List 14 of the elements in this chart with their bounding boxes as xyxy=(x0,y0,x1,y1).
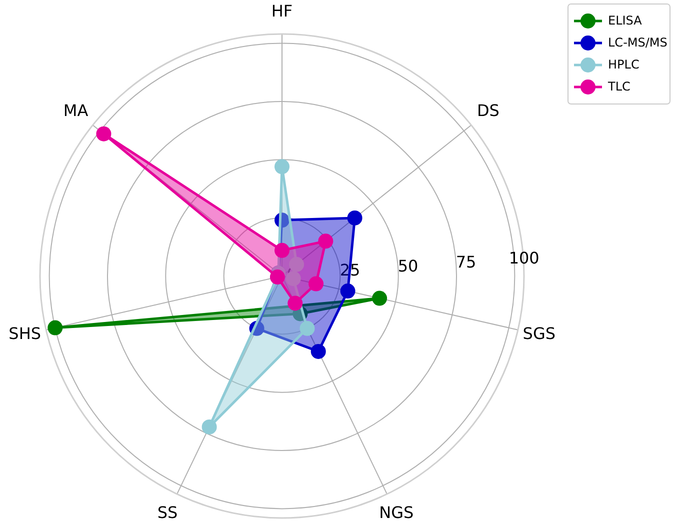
spoke-label: MA xyxy=(63,100,88,120)
spoke-label: SS xyxy=(157,503,178,521)
spoke-label: SHS xyxy=(8,324,42,344)
y-tick-label: 75 xyxy=(456,252,476,272)
spoke-label: HF xyxy=(271,2,293,21)
legend-label: ELISA xyxy=(608,13,643,28)
spoke-label: NGS xyxy=(379,503,414,521)
spoke-label: SGS xyxy=(522,324,556,344)
spoke-label: DS xyxy=(476,100,500,120)
legend-label: LC-MS/MS xyxy=(608,35,668,50)
y-tick-label: 50 xyxy=(398,256,418,276)
y-tick-label: 100 xyxy=(508,248,540,268)
legend-label: HPLC xyxy=(608,57,640,72)
legend-label: TLC xyxy=(607,79,630,94)
